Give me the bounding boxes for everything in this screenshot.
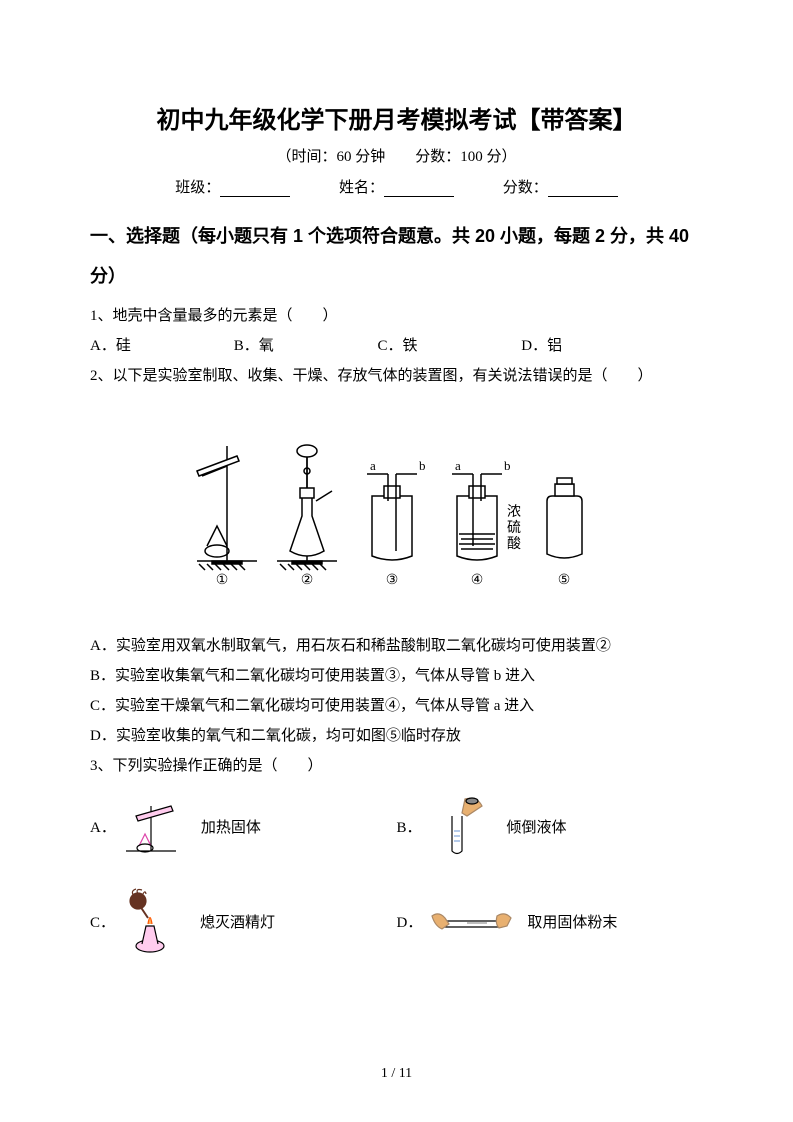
label-5: ⑤ bbox=[557, 573, 570, 586]
q1-opt-d: D．铝 bbox=[521, 331, 661, 361]
q3-d-label: D． bbox=[397, 911, 423, 932]
q3-a-icon bbox=[121, 796, 191, 856]
q3-d-icon bbox=[427, 896, 517, 946]
name-blank bbox=[384, 179, 454, 197]
label-4: ④ bbox=[470, 573, 483, 586]
q3-opt-d: D． 取用固体粉末 bbox=[397, 896, 704, 946]
q1-text: 1、地壳中含量最多的元素是（ ） bbox=[90, 301, 703, 331]
q3-options: A． 加热固体 B． bbox=[90, 791, 703, 956]
acid-label-2: 硫 bbox=[507, 520, 521, 536]
q3-c-text: 熄灭酒精灯 bbox=[200, 911, 275, 932]
q2-opt-d: D．实验室收集的氧气和二氧化碳，均可如图⑤临时存放 bbox=[90, 721, 703, 751]
q1-options: A．硅 B．氧 C．铁 D．铝 bbox=[90, 331, 703, 361]
q3-text: 3、下列实验操作正确的是（ ） bbox=[90, 751, 703, 781]
q3-opt-a: A． 加热固体 bbox=[90, 796, 397, 856]
class-blank bbox=[220, 179, 290, 197]
score-blank bbox=[548, 179, 618, 197]
q3-c-icon bbox=[120, 886, 190, 956]
q3-opt-b: B． 倾倒液体 bbox=[397, 791, 704, 861]
q3-d-text: 取用固体粉末 bbox=[527, 911, 617, 932]
label-a3: a bbox=[370, 458, 376, 473]
q3-b-text: 倾倒液体 bbox=[507, 816, 567, 837]
name-label: 姓名： bbox=[339, 180, 384, 196]
apparatus-svg: ① ② bbox=[187, 406, 607, 586]
q3-b-icon bbox=[427, 791, 497, 861]
time-score-line: （时间：60 分钟 分数：100 分） bbox=[90, 145, 703, 166]
q2-opt-a: A．实验室用双氧水制取氧气，用石灰石和稀盐酸制取二氧化碳均可使用装置② bbox=[90, 631, 703, 661]
q1-opt-b: B．氧 bbox=[234, 331, 374, 361]
label-2: ② bbox=[300, 573, 313, 586]
section-1-heading: 一、选择题（每小题只有 1 个选项符合题意。共 20 小题，每题 2 分，共 4… bbox=[90, 217, 703, 296]
q3-c-label: C． bbox=[90, 911, 115, 932]
q1-opt-a: A．硅 bbox=[90, 331, 230, 361]
class-label: 班级： bbox=[175, 180, 220, 196]
label-b4: b bbox=[504, 458, 511, 473]
q1-opt-c: C．铁 bbox=[378, 331, 518, 361]
q2-options: A．实验室用双氧水制取氧气，用石灰石和稀盐酸制取二氧化碳均可使用装置② B．实验… bbox=[90, 631, 703, 751]
label-3: ③ bbox=[385, 573, 398, 586]
q2-opt-c: C．实验室干燥氧气和二氧化碳均可使用装置④，气体从导管 a 进入 bbox=[90, 691, 703, 721]
q3-b-label: B． bbox=[397, 816, 422, 837]
acid-label-1: 浓 bbox=[507, 504, 521, 520]
q2-opt-b: B．实验室收集氧气和二氧化碳均可使用装置③，气体从导管 b 进入 bbox=[90, 661, 703, 691]
q2-text: 2、以下是实验室制取、收集、干燥、存放气体的装置图，有关说法错误的是（ ） bbox=[90, 361, 703, 391]
q3-a-label: A． bbox=[90, 816, 116, 837]
page-number: 1 / 11 bbox=[0, 1066, 793, 1082]
acid-label-3: 酸 bbox=[507, 536, 521, 552]
q3-opt-c: C． 熄灭酒精灯 bbox=[90, 886, 397, 956]
q3-a-text: 加热固体 bbox=[201, 816, 261, 837]
label-1: ① bbox=[215, 573, 228, 586]
label-a4: a bbox=[455, 458, 461, 473]
score-label: 分数： bbox=[503, 180, 548, 196]
label-b3: b bbox=[419, 458, 426, 473]
page-title: 初中九年级化学下册月考模拟考试【带答案】 bbox=[90, 100, 703, 135]
student-info-line: 班级： 姓名： 分数： bbox=[90, 176, 703, 197]
q2-apparatus-figure: ① ② bbox=[90, 406, 703, 591]
